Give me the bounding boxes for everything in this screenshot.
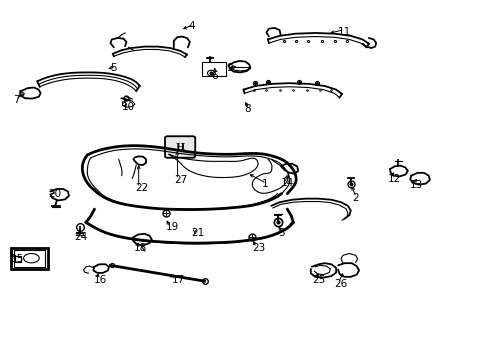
Text: 22: 22 <box>135 183 148 193</box>
Text: 11: 11 <box>337 27 351 36</box>
Text: 13: 13 <box>408 180 422 190</box>
Text: 12: 12 <box>387 174 400 184</box>
Text: 19: 19 <box>165 222 179 232</box>
Text: 9: 9 <box>225 63 232 73</box>
Text: 21: 21 <box>190 228 203 238</box>
Text: 23: 23 <box>251 243 264 253</box>
Text: 7: 7 <box>13 95 20 105</box>
Text: 10: 10 <box>122 102 135 112</box>
Text: 17: 17 <box>171 275 184 285</box>
Text: 5: 5 <box>110 63 117 73</box>
Bar <box>11 248 48 269</box>
Text: 2: 2 <box>351 193 358 203</box>
Text: 18: 18 <box>133 243 146 253</box>
Text: H: H <box>175 143 184 152</box>
Text: 27: 27 <box>173 175 187 185</box>
Text: 3: 3 <box>277 228 284 238</box>
FancyBboxPatch shape <box>164 136 195 158</box>
Text: 24: 24 <box>74 232 87 242</box>
Text: 1: 1 <box>261 179 267 189</box>
Text: 16: 16 <box>93 275 106 285</box>
Text: 6: 6 <box>211 71 218 81</box>
Bar <box>14 250 45 267</box>
Bar <box>201 62 225 76</box>
Text: 4: 4 <box>188 22 195 31</box>
Text: 25: 25 <box>311 275 325 285</box>
Text: 20: 20 <box>48 189 61 199</box>
Text: 26: 26 <box>334 279 347 289</box>
Text: 14: 14 <box>281 178 294 188</box>
Text: 15: 15 <box>10 253 23 264</box>
Text: 8: 8 <box>244 104 251 114</box>
